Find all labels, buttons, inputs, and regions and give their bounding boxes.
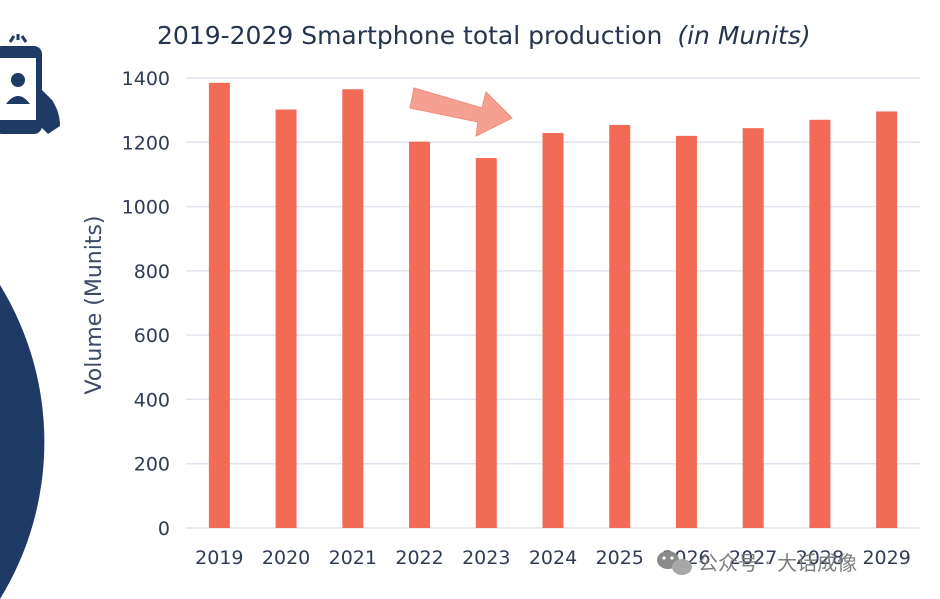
y-tick-label: 0 bbox=[158, 518, 170, 540]
bar-2019 bbox=[208, 82, 230, 529]
y-tick-label: 1200 bbox=[122, 132, 170, 154]
x-tick-label: 2025 bbox=[596, 547, 644, 569]
bar-series bbox=[208, 82, 898, 529]
navy-arc-shape bbox=[0, 288, 30, 590]
chart-title-main: 2019-2029 Smartphone total production bbox=[157, 21, 662, 50]
bar-2023 bbox=[475, 158, 497, 529]
y-tick-label: 800 bbox=[134, 261, 170, 283]
left-decoration bbox=[0, 285, 45, 599]
smartphone-user-icon bbox=[0, 34, 60, 134]
x-tick-label: 2019 bbox=[195, 547, 243, 569]
wechat-icon bbox=[657, 551, 692, 575]
y-axis-label: Volume (Munits) bbox=[82, 215, 107, 394]
chart-title: 2019-2029 Smartphone total production (i… bbox=[157, 21, 811, 50]
y-tick-label: 400 bbox=[134, 389, 170, 411]
watermark: 公众号 · 大话成像 bbox=[657, 551, 857, 575]
bar-2022 bbox=[409, 141, 431, 528]
bar-2027 bbox=[742, 128, 764, 528]
bar-2021 bbox=[342, 89, 364, 528]
y-tick-label: 1400 bbox=[122, 68, 170, 90]
bar-2028 bbox=[809, 119, 831, 529]
x-tick-label: 2022 bbox=[395, 547, 443, 569]
y-tick-label: 600 bbox=[134, 325, 170, 347]
watermark-text: 公众号 · 大话成像 bbox=[698, 551, 857, 575]
y-axis-ticks: 0 200 400 600 800 1000 1200 1400 bbox=[122, 68, 170, 540]
x-tick-label: 2023 bbox=[462, 547, 510, 569]
x-tick-label: 2028 bbox=[796, 547, 844, 569]
arrow-right-icon bbox=[409, 87, 513, 137]
bar-2020 bbox=[275, 109, 297, 528]
chart-title-italic: (in Munits) bbox=[677, 21, 810, 50]
x-tick-label: 2024 bbox=[529, 547, 577, 569]
y-tick-label: 200 bbox=[134, 454, 170, 476]
x-tick-label: 2021 bbox=[329, 547, 377, 569]
bar-2026 bbox=[675, 135, 697, 528]
x-tick-label: 2029 bbox=[862, 547, 910, 569]
bar-2024 bbox=[542, 132, 564, 528]
bar-2025 bbox=[609, 124, 631, 528]
x-tick-label: 2027 bbox=[729, 547, 777, 569]
x-tick-label: 2020 bbox=[262, 547, 310, 569]
bar-2029 bbox=[876, 111, 898, 528]
y-tick-label: 1000 bbox=[122, 197, 170, 219]
x-axis-ticks: 2019 2020 2021 2022 2023 2024 2025 2026 2027 2028… bbox=[195, 547, 911, 569]
